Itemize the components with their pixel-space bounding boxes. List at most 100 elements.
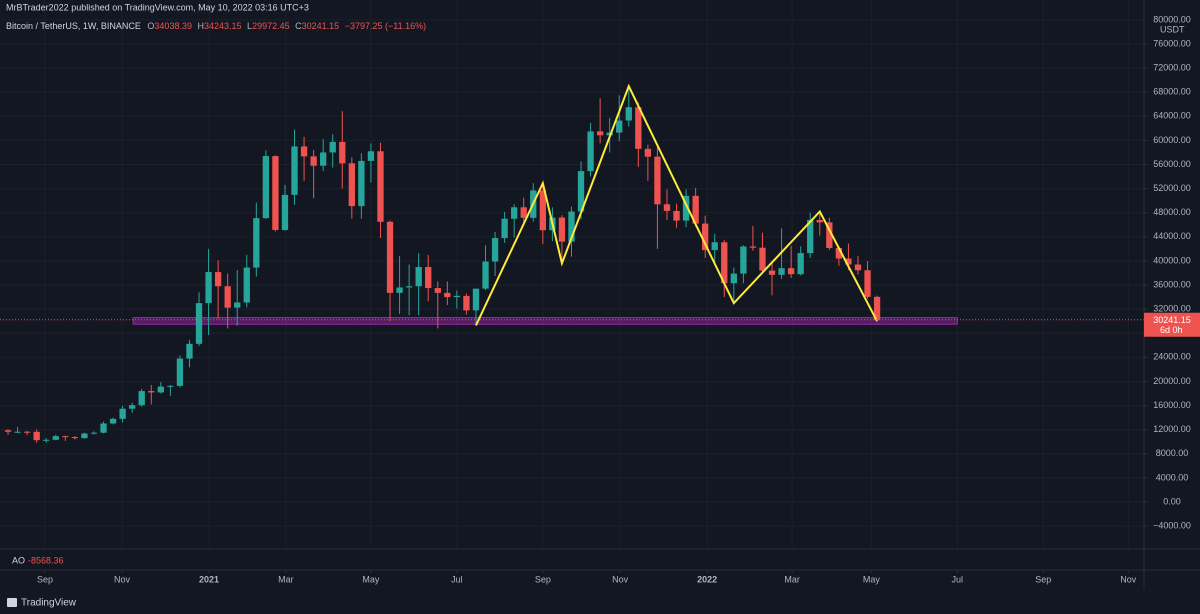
x-tick-label: Jul [451,574,463,584]
candle-body [711,242,718,251]
candle-body [52,436,59,440]
x-tick-label: 2022 [697,574,717,584]
candle-body [663,204,671,211]
price-scale-top: 80000.00 [1153,14,1191,24]
candle-body [43,439,50,441]
grid [0,0,1144,549]
y-tick-label: 4000.00 [1156,472,1189,482]
y-tick-label: 8000.00 [1156,448,1189,458]
candle-body [787,268,795,275]
x-tick-label: Nov [1120,574,1137,584]
candle-body [520,207,527,218]
publisher: MrBTrader2022 published on TradingView.c… [6,2,309,12]
candle-body [864,270,871,297]
candle-body [434,288,441,293]
candle-body [23,431,31,433]
candle-body [453,295,461,298]
x-tick-label: Sep [1035,574,1051,584]
y-tick-label: 48000.00 [1153,207,1191,217]
candle-body [205,272,212,304]
zigzag-drawing [475,83,878,326]
candle-body [167,385,174,387]
brand: TradingView [7,598,77,609]
y-tick-label: 40000.00 [1153,255,1191,265]
candle-body [501,218,508,239]
candle-body [616,120,623,133]
candle-body [625,107,632,121]
y-tick-label: 44000.00 [1153,231,1191,241]
candle-body [749,246,757,248]
candle-body [4,430,12,432]
candle-body [243,267,250,303]
candle-body [511,207,518,219]
open-value: 34038.39 [154,21,192,31]
candle-body [272,156,279,230]
candle-body [377,151,384,222]
candle-body [854,264,862,271]
symbol-title: Bitcoin / TetherUS, 1W, BINANCE [6,21,141,31]
candle-body [119,408,126,419]
candle-body [186,343,193,359]
candle-body [214,272,222,287]
close-value: 30241.15 [302,21,340,31]
y-tick-label: −4000.00 [1153,520,1191,530]
candle-body [472,288,480,311]
y-tick-label: 52000.00 [1153,183,1191,193]
plot-area [0,83,1144,443]
x-tick-label: Nov [612,574,629,584]
x-tick-label: Mar [784,574,800,584]
candle-body [721,242,728,284]
candle-body [367,151,375,161]
candle-body [33,431,40,441]
x-tick-label: Sep [535,574,551,584]
indicator-value: -8568.36 [28,555,64,565]
candle-body [816,219,823,223]
currency-label: USDT [1160,24,1185,34]
candle-body [596,131,604,136]
candle-body [100,423,107,433]
candle-body [444,292,451,298]
candle-body [396,287,403,293]
y-tick-label: 24000.00 [1153,352,1191,362]
y-tick-label: 68000.00 [1153,87,1191,97]
candle-body [348,163,355,207]
candle-body [692,195,699,224]
candle-body [702,223,709,251]
y-tick-label: 60000.00 [1153,135,1191,145]
candle-body [740,246,747,274]
candle-body [90,432,98,434]
candle-body [405,286,413,288]
x-tick-label: Sep [37,574,53,584]
candle-body [606,132,613,136]
candle-body [339,141,346,164]
candle-body [14,431,21,433]
y-tick-label: 16000.00 [1153,400,1191,410]
y-tick-label: 0.00 [1163,496,1181,506]
candle-body [415,266,422,287]
brand-logo [7,598,17,607]
support-zone [132,317,958,325]
candle-body [281,194,289,230]
candle-body [224,286,231,308]
candle-body [482,261,489,289]
candle-body [291,146,298,195]
candle-body [81,433,88,439]
brand-name: TradingView [21,598,77,609]
candle-body [262,156,270,219]
candle-body [873,296,881,320]
last-price-label: 30241.15 [1153,315,1191,325]
y-tick-label: 36000.00 [1153,279,1191,289]
candle-body [71,437,79,439]
candle-body [778,268,785,275]
x-tick-label: May [362,574,380,584]
candle-body [845,258,852,265]
ohlc-letter: O [147,21,154,31]
x-tick-label: May [863,574,881,584]
candle-body [768,270,776,275]
candle-body [807,219,814,254]
candle-body [195,303,203,344]
y-tick-label: 12000.00 [1153,424,1191,434]
candle-body [234,302,241,308]
high-value: 34243.15 [204,21,242,31]
